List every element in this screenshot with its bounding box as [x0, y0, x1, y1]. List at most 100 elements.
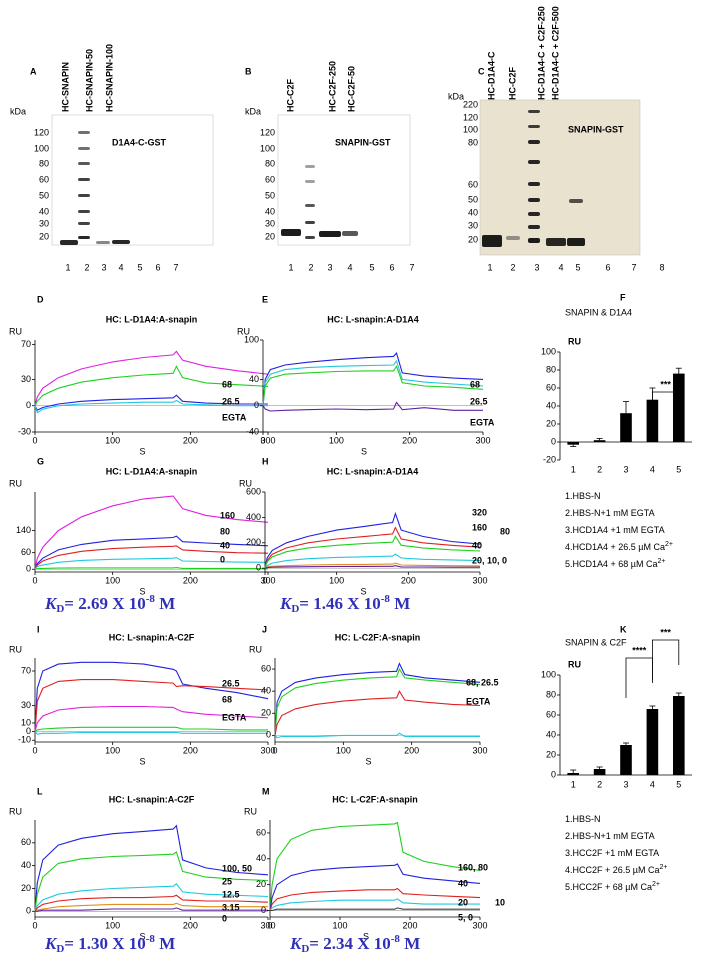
- marker-label: 50: [468, 194, 478, 204]
- x-tick-label: 0: [32, 920, 37, 930]
- note-text: 2.HBS-N+1 mM EGTA: [565, 508, 655, 518]
- note-text: 4.HCC2F + 26.5 µM Ca: [565, 865, 659, 875]
- kd-value: KD= 1.30 X 10-8 M: [44, 933, 175, 955]
- band: [569, 199, 583, 203]
- chart-title: HC: L-D1A4:A-snapin: [106, 466, 198, 476]
- curve-label: 40: [220, 540, 230, 550]
- lane-number: 2: [308, 262, 313, 272]
- lane-label: HC-SNAPIN: [60, 62, 70, 112]
- x-tick-label: 100: [336, 745, 351, 755]
- y-tick-label: 400: [246, 512, 261, 522]
- band: [78, 236, 90, 239]
- x-tick-label: 3: [623, 779, 628, 789]
- sensorgram-line: [34, 902, 268, 912]
- panel-letter: A: [30, 66, 37, 76]
- lane-number: 5: [369, 262, 374, 272]
- sensorgram-line: [269, 898, 480, 911]
- kd-part: D: [291, 603, 299, 615]
- marker-label: 50: [39, 190, 49, 200]
- marker-label: 20: [39, 231, 49, 241]
- sensorgram-line: [264, 565, 480, 569]
- x-tick-label: 0: [272, 745, 277, 755]
- band: [528, 212, 540, 216]
- y-axis-label: RU: [239, 478, 252, 488]
- x-axis-label: S: [366, 756, 372, 766]
- marker-label: 220: [463, 99, 478, 109]
- sensorgram-line: [269, 863, 481, 911]
- band: [342, 231, 358, 236]
- lane-number: 7: [631, 262, 636, 272]
- sensorgram-line: [34, 350, 269, 406]
- band: [60, 240, 78, 245]
- x-tick-label: 200: [404, 745, 419, 755]
- chart-title: HC: L-snapin:A-D1A4: [327, 466, 419, 476]
- sensorgram-line: [262, 401, 483, 412]
- y-tick-label: 70: [21, 665, 31, 675]
- note-text: 5.HCC2F + 68 µM Ca: [565, 882, 652, 892]
- sensorgram-line: [34, 705, 269, 732]
- panel-letter: D: [37, 294, 44, 304]
- antibody-label: SNAPIN-GST: [568, 124, 624, 134]
- lane-number: 3: [534, 262, 539, 272]
- note-text: 3.HCD1A4 +1 mM EGTA: [565, 525, 665, 535]
- band: [528, 198, 540, 202]
- y-tick-label: 0: [256, 563, 261, 573]
- lane-number: 2: [84, 262, 89, 272]
- sensorgram-line: [35, 907, 268, 912]
- note-text: 1.HBS-N: [565, 491, 601, 501]
- x-axis-label: S: [140, 446, 146, 456]
- chart-title: HC: L-C2F:A-snapin: [335, 632, 421, 642]
- x-tick-label: 300: [472, 575, 487, 585]
- sensorgram-line: [264, 511, 481, 569]
- note-text: 3.HCC2F +1 mM EGTA: [565, 848, 659, 858]
- sensorgram-line: [34, 661, 269, 732]
- sensorgram-line: [34, 365, 269, 406]
- marker-label: 30: [265, 218, 275, 228]
- panel-letter: I: [37, 624, 40, 634]
- y-tick-label: 200: [246, 537, 261, 547]
- marker-label: 20: [468, 234, 478, 244]
- kd-part: = 1.46 X 10: [299, 594, 380, 613]
- chart-title: HC: L-C2F:A-snapin: [332, 794, 418, 804]
- blot-image: [277, 114, 411, 246]
- marker-label: 100: [463, 124, 478, 134]
- y-tick-label: 30: [21, 374, 31, 384]
- y-tick-label: 40: [249, 374, 259, 384]
- legend-note: 1.HBS-N: [565, 814, 601, 824]
- legend-note: 2.HBS-N+1 mM EGTA: [565, 831, 655, 841]
- band: [319, 231, 341, 237]
- lane-number: 7: [173, 262, 178, 272]
- kd-part: M: [400, 934, 420, 953]
- lane-number: 3: [327, 262, 332, 272]
- marker-label: 80: [39, 158, 49, 168]
- y-tick-label: 60: [256, 827, 266, 837]
- legend-note: 5.HCC2F + 68 µM Ca2+: [565, 881, 660, 893]
- band: [528, 182, 540, 186]
- legend-note: 1.HBS-N: [565, 491, 601, 501]
- curve-label: 40: [458, 878, 468, 888]
- curve-label: EGTA: [222, 412, 247, 422]
- y-tick-label: 600: [246, 486, 261, 496]
- x-tick-label: 100: [105, 745, 120, 755]
- curve-label: 100, 50: [222, 863, 252, 873]
- x-tick-label: 300: [260, 435, 275, 445]
- lane-number: 4: [558, 262, 563, 272]
- x-tick-label: 0: [260, 435, 265, 445]
- y-tick-label: 80: [546, 364, 556, 374]
- y-tick-label: 0: [261, 905, 266, 915]
- marker-label: 60: [39, 174, 49, 184]
- curve-label: 20, 10, 0: [472, 555, 507, 565]
- y-tick-label: 20: [546, 418, 556, 428]
- lane-label: HC-SNAPIN-100: [104, 44, 114, 112]
- marker-label: 80: [468, 137, 478, 147]
- chart-title: SNAPIN & C2F: [565, 637, 627, 647]
- panel-letter: K: [620, 624, 627, 634]
- legend-note: 2.HBS-N+1 mM EGTA: [565, 508, 655, 518]
- unit-label: kDa: [10, 106, 26, 116]
- band: [112, 240, 130, 244]
- lane-number: 3: [101, 262, 106, 272]
- band: [305, 236, 315, 239]
- marker-label: 60: [468, 179, 478, 189]
- band: [546, 238, 566, 246]
- x-tick-label: 200: [401, 575, 416, 585]
